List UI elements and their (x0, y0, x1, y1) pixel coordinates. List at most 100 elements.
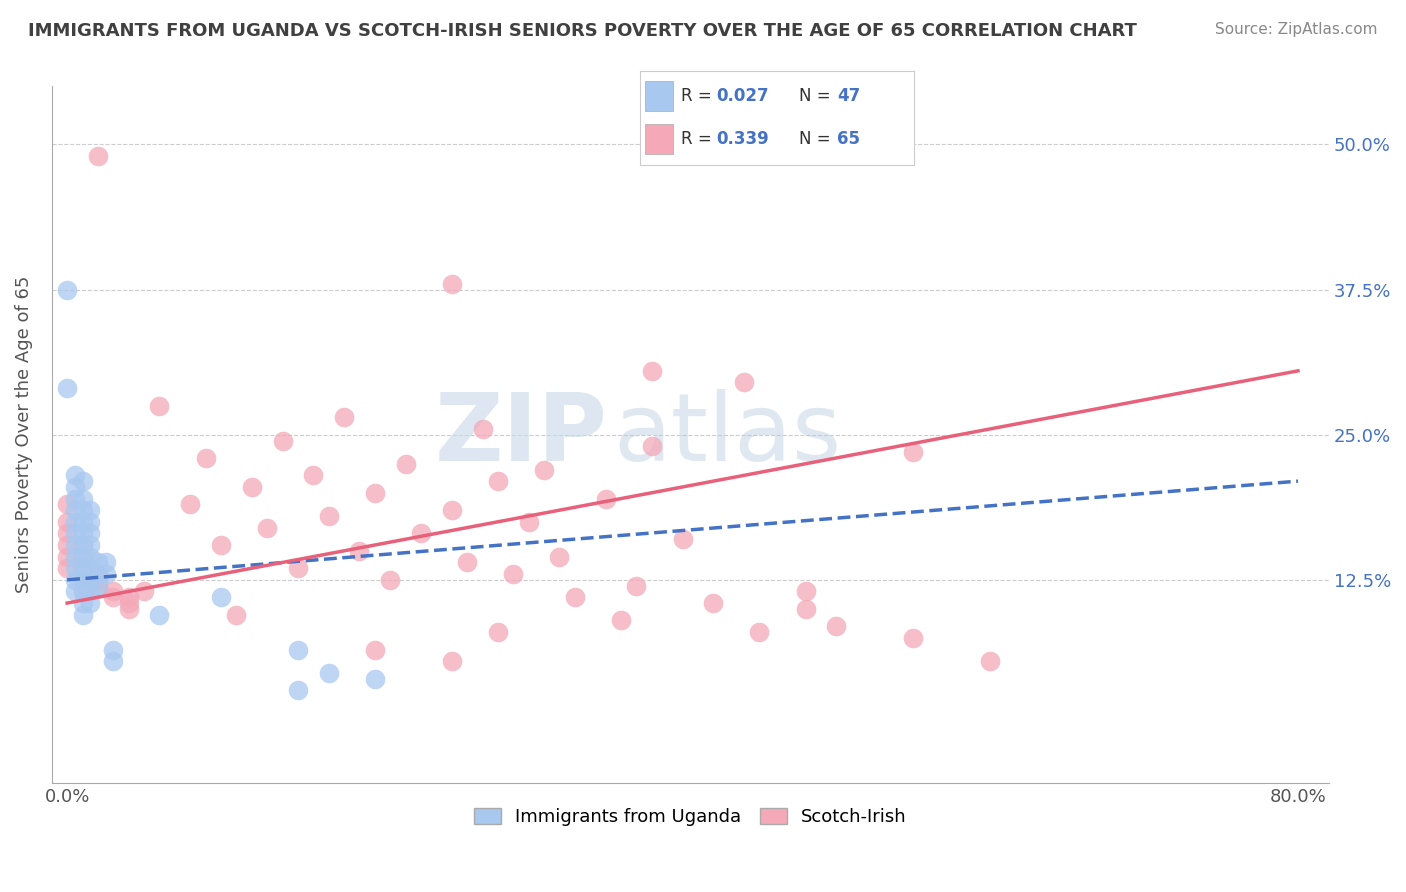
Text: 0.339: 0.339 (717, 130, 769, 148)
Point (903, 631, 925, 645)
Point (87, 567, 110, 582)
Point (72, 573, 94, 587)
Point (56, 538, 79, 552)
Point (179, 497, 201, 511)
Point (209, 538, 232, 552)
Point (209, 591, 232, 605)
Text: R =: R = (681, 130, 717, 148)
Point (318, 508, 340, 523)
Point (394, 457, 416, 471)
Point (56, 526, 79, 541)
Text: ZIP: ZIP (434, 389, 607, 481)
Point (72, 584, 94, 599)
Point (87, 579, 110, 593)
Point (610, 614, 633, 628)
Point (63, 526, 86, 541)
Point (271, 434, 294, 448)
Point (486, 625, 509, 640)
Point (548, 549, 571, 564)
Point (148, 399, 170, 413)
Point (702, 596, 724, 610)
Point (63, 515, 86, 529)
Point (103, 654, 125, 668)
Point (118, 591, 141, 605)
Point (94, 556, 117, 570)
Point (748, 625, 770, 640)
Point (333, 410, 356, 425)
Point (118, 596, 141, 610)
Point (256, 520, 278, 534)
Point (349, 544, 371, 558)
Point (471, 422, 494, 436)
Point (72, 474, 94, 488)
Point (63, 491, 86, 506)
Text: N =: N = (799, 130, 835, 148)
Point (794, 602, 817, 616)
Point (641, 439, 664, 453)
Point (63, 573, 86, 587)
Point (456, 556, 478, 570)
Point (225, 607, 247, 622)
Point (825, 619, 848, 633)
Text: Source: ZipAtlas.com: Source: ZipAtlas.com (1215, 22, 1378, 37)
Text: R =: R = (681, 87, 717, 104)
Point (979, 654, 1001, 668)
Point (63, 584, 86, 599)
Point (79, 538, 101, 552)
Text: 65: 65 (837, 130, 860, 148)
Point (194, 450, 217, 465)
Point (87, 567, 110, 582)
Point (364, 672, 387, 686)
Point (79, 549, 101, 564)
Point (72, 503, 94, 517)
Point (440, 277, 463, 291)
Point (79, 584, 101, 599)
Point (79, 573, 101, 587)
Point (87, 573, 110, 587)
Point (72, 549, 94, 564)
Point (72, 561, 94, 575)
Point (364, 642, 387, 657)
Text: atlas: atlas (613, 389, 842, 481)
Point (63, 561, 86, 575)
Point (733, 376, 755, 390)
Point (626, 579, 648, 593)
Point (63, 503, 86, 517)
Point (72, 538, 94, 552)
Point (79, 561, 101, 575)
Point (287, 642, 309, 657)
Point (440, 503, 463, 517)
Y-axis label: Seniors Poverty Over the Age of 65: Seniors Poverty Over the Age of 65 (15, 276, 32, 593)
Point (72, 538, 94, 552)
Point (517, 515, 540, 529)
Text: N =: N = (799, 87, 835, 104)
Point (240, 480, 263, 494)
Point (409, 526, 432, 541)
Point (63, 538, 86, 552)
Point (72, 607, 94, 622)
Point (148, 607, 170, 622)
Point (903, 445, 925, 459)
Point (56, 549, 79, 564)
Point (72, 584, 94, 599)
Point (63, 480, 86, 494)
Point (794, 584, 817, 599)
Point (118, 602, 141, 616)
Point (56, 283, 79, 297)
Text: IMMIGRANTS FROM UGANDA VS SCOTCH-IRISH SENIORS POVERTY OVER THE AGE OF 65 CORREL: IMMIGRANTS FROM UGANDA VS SCOTCH-IRISH S… (28, 22, 1137, 40)
Point (641, 364, 664, 378)
FancyBboxPatch shape (645, 124, 672, 153)
Point (87, 149, 110, 163)
Point (132, 584, 155, 599)
Legend: Immigrants from Uganda, Scotch-Irish: Immigrants from Uganda, Scotch-Irish (467, 800, 914, 833)
Point (564, 591, 586, 605)
Point (533, 462, 555, 476)
Point (72, 549, 94, 564)
Point (79, 515, 101, 529)
Point (72, 596, 94, 610)
Point (486, 474, 509, 488)
Point (79, 596, 101, 610)
Point (380, 573, 402, 587)
Point (56, 515, 79, 529)
Point (103, 642, 125, 657)
